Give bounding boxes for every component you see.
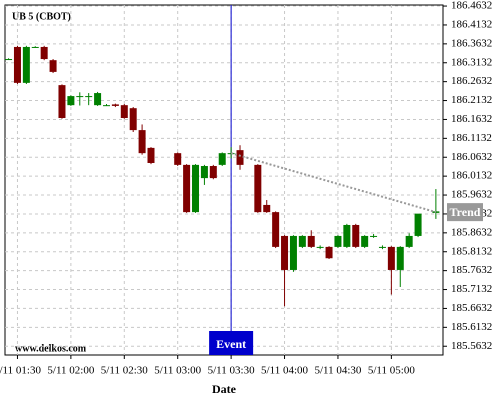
y-tick-label: 185.8132	[451, 245, 492, 257]
candle-body	[76, 96, 84, 98]
candle-body	[192, 164, 200, 213]
candle-body	[272, 212, 280, 247]
candle-body	[67, 96, 75, 106]
y-tick-label: 186.1632	[451, 113, 492, 125]
trend-box	[447, 203, 483, 222]
x-tick-label: 5/11 01:30	[0, 365, 41, 377]
y-tick-label: 186.4632	[451, 0, 492, 12]
x-axis-title: Date	[212, 382, 237, 396]
candle-body	[94, 93, 102, 106]
y-tick-label: 185.8632	[451, 226, 492, 238]
candle-body	[102, 105, 110, 107]
candle-body	[325, 246, 333, 259]
y-tick-label: 186.1132	[451, 132, 492, 144]
candle-body	[361, 235, 369, 247]
candle-body	[138, 130, 146, 154]
candle-body	[254, 164, 262, 213]
y-tick-label: 186.2132	[451, 94, 492, 106]
candle-body	[129, 108, 137, 131]
event-label: Event	[216, 337, 246, 351]
x-tick-label: 5/11 04:00	[261, 365, 308, 377]
y-tick-label: 186.0632	[451, 151, 492, 163]
candle-body	[236, 150, 244, 165]
candle-body	[414, 213, 422, 236]
candle-body	[31, 46, 39, 48]
y-tick-label: 186.3632	[451, 37, 492, 49]
candle-body	[174, 153, 182, 165]
watermark: www.delkos.com	[15, 343, 87, 354]
y-tick-label: 185.6632	[451, 302, 492, 314]
y-tick-label: 185.9632	[451, 189, 492, 201]
candle-body	[58, 85, 66, 119]
trend-label: Trend	[450, 205, 481, 219]
x-tick-label: 5/11 03:00	[154, 365, 201, 377]
y-tick-label: 186.2632	[451, 75, 492, 87]
candle-body	[281, 235, 289, 270]
candle-body	[85, 96, 93, 98]
candle-body	[316, 246, 324, 248]
event-box	[209, 331, 254, 355]
candle-body	[147, 147, 155, 163]
candle-body	[13, 46, 21, 83]
candle-body	[405, 235, 413, 247]
candle-body	[218, 153, 226, 165]
x-tick-label: 5/11 02:30	[101, 365, 148, 377]
chart-title: UB 5 (CBOT)	[12, 11, 71, 22]
candle-body	[289, 235, 297, 270]
candle-body	[200, 166, 208, 179]
candle-body	[40, 46, 48, 60]
candle-body	[5, 59, 13, 61]
candle-body	[396, 246, 404, 270]
x-tick-label: 5/11 05:00	[368, 365, 415, 377]
candle-body	[334, 235, 342, 247]
y-tick-label: 186.3132	[451, 56, 492, 68]
x-tick-label: 5/11 03:30	[208, 365, 255, 377]
candle-body	[352, 224, 360, 247]
candle-body	[49, 60, 57, 72]
candle-body	[370, 235, 378, 237]
y-tick-label: 186.4132	[451, 18, 492, 30]
x-tick-label: 5/11 02:00	[47, 365, 94, 377]
candle-body	[298, 235, 306, 247]
y-tick-label: 185.5632	[451, 340, 492, 352]
y-tick-label: 185.6132	[451, 321, 492, 333]
candle-body	[111, 104, 119, 106]
candle-body	[343, 224, 351, 247]
candle-body	[263, 204, 271, 213]
candle-body	[378, 246, 386, 248]
y-tick-label: 185.7132	[451, 283, 492, 295]
y-tick-label: 185.7632	[451, 264, 492, 276]
trend-line	[230, 152, 437, 214]
y-tick-label: 186.0132	[451, 170, 492, 182]
candle-body	[22, 46, 30, 83]
candle-body	[183, 164, 191, 213]
candle-body	[209, 166, 217, 179]
candle-body	[120, 105, 128, 119]
x-tick-label: 5/11 04:30	[314, 365, 361, 377]
candle-body	[307, 235, 315, 247]
candle-body	[387, 246, 395, 270]
